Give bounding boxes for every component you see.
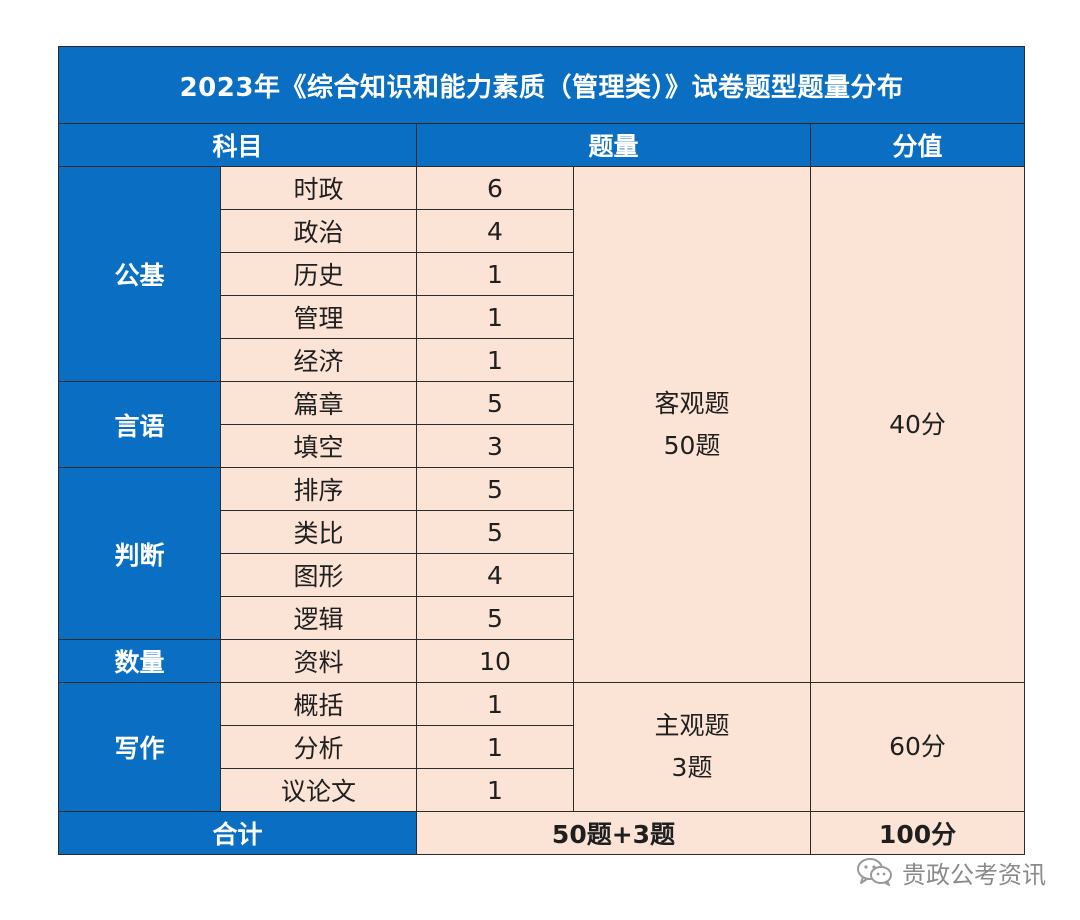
subject-cell: 资料 (220, 639, 417, 683)
header-subject: 科目 (58, 123, 417, 167)
table-row: 言语 篇章 5 (58, 381, 1025, 468)
count-cell: 4 (416, 209, 574, 253)
total-score: 100分 (809, 811, 1026, 855)
subject-cell: 逻辑 (220, 596, 417, 640)
subject-cell: 管理 (220, 295, 417, 339)
subject-cell: 排序 (220, 467, 417, 511)
table-row: 类比 5 (59, 510, 1025, 554)
category-xiezuo: 写作 (58, 682, 221, 812)
distribution-table: 2023年《综合知识和能力素质（管理类）》试卷题型题量分布 科目 题量 分值 公… (57, 46, 1026, 855)
table-row: 逻辑 5 (59, 596, 1025, 640)
total-count: 50题+3题 (416, 811, 811, 855)
total-row: 合计 50题+3题 100分 (58, 811, 1026, 855)
objective-score-cell: 40分 (809, 166, 1026, 683)
objective-count-label: 50题 (663, 430, 721, 460)
count-cell: 1 (416, 725, 574, 769)
subject-cell: 政治 (220, 209, 417, 253)
subject-cell: 填空 (220, 424, 417, 468)
subjective-count-label: 3题 (671, 753, 713, 782)
subject-cell: 经济 (220, 338, 417, 382)
table-row: 判断 排序 5 (58, 467, 1025, 640)
category-gongji: 公基 (58, 166, 221, 382)
subject-cell: 时政 (220, 166, 417, 210)
subject-cell: 议论文 (220, 768, 417, 812)
subject-cell: 概括 (220, 682, 417, 726)
category-yanyu: 言语 (58, 381, 221, 468)
count-cell: 1 (416, 252, 574, 296)
count-cell: 4 (416, 553, 574, 597)
subjective-type-label: 主观题 (654, 711, 730, 740)
table-title: 2023年《综合知识和能力素质（管理类）》试卷题型题量分布 (57, 46, 1026, 124)
table-row: 政治 4 (59, 209, 1025, 253)
subjective-score-cell: 60分 (809, 682, 1026, 812)
category-panduan: 判断 (58, 467, 221, 640)
objective-type-label: 客观题 (654, 388, 730, 418)
table-row: 写作 概括 1 主观题 3题 60分 (58, 682, 1026, 812)
count-cell: 5 (416, 510, 574, 554)
table-row: 公基 时政 6 客观题 50题 40分 (58, 166, 1026, 683)
header-count: 题量 (416, 123, 811, 167)
table-row: 管理 1 (59, 295, 1025, 339)
count-cell: 1 (416, 768, 574, 812)
table-row: 经济 1 (59, 338, 1025, 382)
subject-cell: 类比 (220, 510, 417, 554)
table-row: 历史 1 (59, 252, 1025, 296)
table-row: 分析 1 (59, 725, 1025, 769)
count-cell: 1 (416, 682, 574, 726)
count-cell: 1 (416, 338, 574, 382)
distribution-table-wrapper: 2023年《综合知识和能力素质（管理类）》试卷题型题量分布 科目 题量 分值 公… (57, 46, 1026, 855)
header-score: 分值 (809, 123, 1026, 167)
total-label: 合计 (58, 811, 417, 855)
count-cell: 10 (416, 639, 574, 683)
count-cell: 1 (416, 295, 574, 339)
subject-cell: 篇章 (220, 381, 417, 425)
count-cell: 5 (416, 381, 574, 425)
count-cell: 6 (416, 166, 574, 210)
subjective-type-cell: 主观题 3题 (573, 682, 811, 812)
subject-cell: 分析 (220, 725, 417, 769)
table-row: 填空 3 (59, 424, 1025, 468)
watermark-text: 贵政公考资讯 (902, 860, 1046, 889)
subject-cell: 图形 (220, 553, 417, 597)
table-row: 议论文 1 (59, 768, 1025, 812)
count-cell: 5 (416, 596, 574, 640)
objective-type-cell: 客观题 50题 (573, 166, 811, 683)
wechat-icon (856, 857, 894, 887)
count-cell: 5 (416, 467, 574, 511)
table-row: 图形 4 (59, 553, 1025, 597)
count-cell: 3 (416, 424, 574, 468)
watermark: 贵政公考资讯 (856, 852, 1046, 892)
subject-cell: 历史 (220, 252, 417, 296)
category-shuliang: 数量 (58, 639, 221, 683)
table-row: 数量 资料 10 (58, 639, 1025, 683)
